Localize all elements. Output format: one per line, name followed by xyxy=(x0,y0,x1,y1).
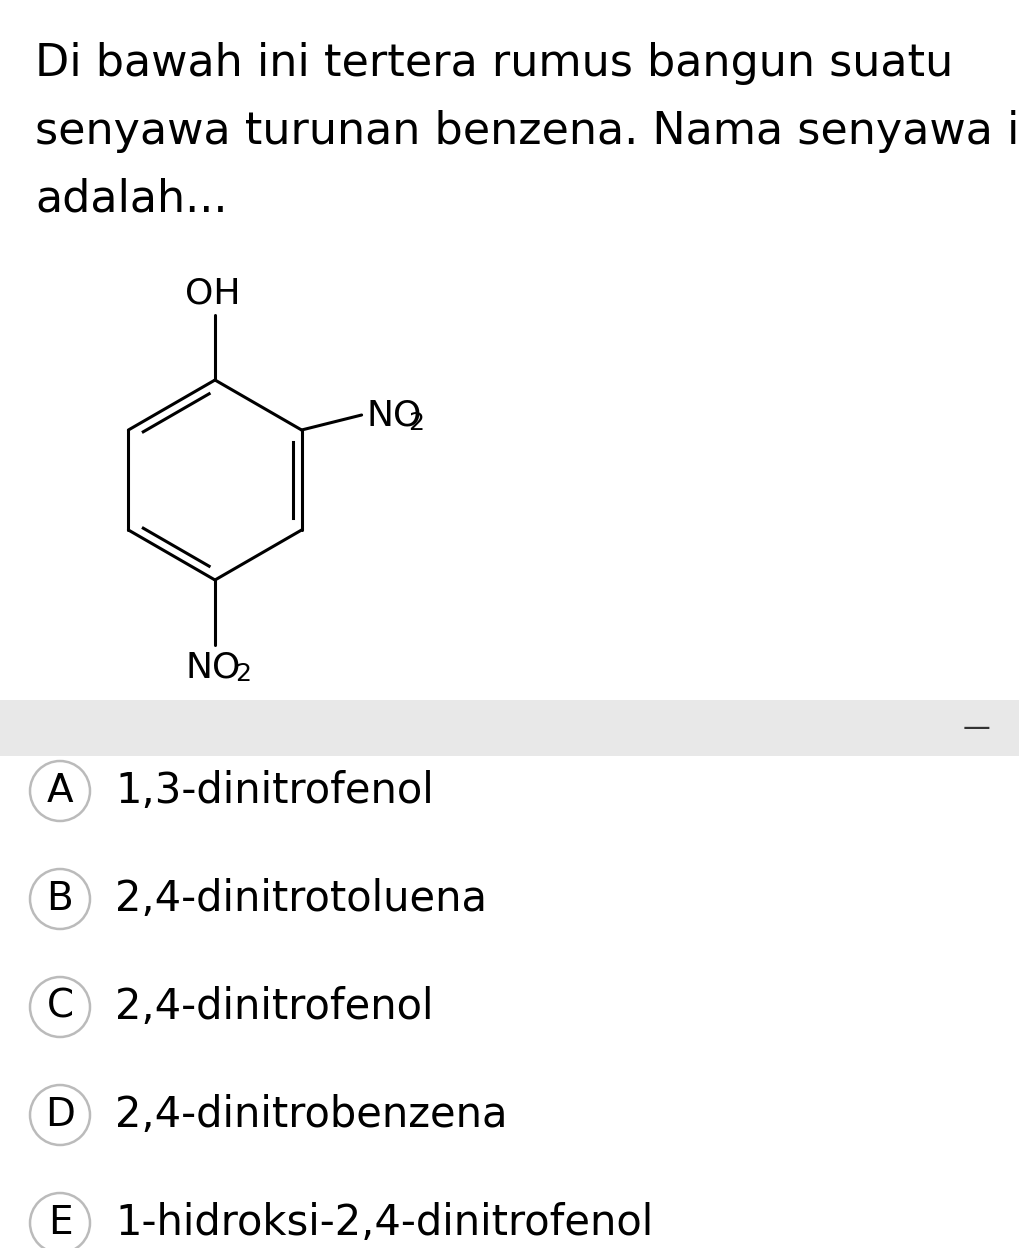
Text: B: B xyxy=(47,880,73,919)
Text: senyawa turunan benzena. Nama senyawa itu: senyawa turunan benzena. Nama senyawa it… xyxy=(35,110,1019,154)
Ellipse shape xyxy=(30,977,90,1037)
Ellipse shape xyxy=(30,869,90,929)
Text: 2,4-dinitrobenzena: 2,4-dinitrobenzena xyxy=(115,1094,507,1136)
Bar xyxy=(0,700,1019,756)
Text: Di bawah ini tertera rumus bangun suatu: Di bawah ini tertera rumus bangun suatu xyxy=(35,42,953,85)
Text: A: A xyxy=(47,773,73,810)
Text: 1-hidroksi-2,4-dinitrofenol: 1-hidroksi-2,4-dinitrofenol xyxy=(115,1202,652,1244)
Text: 2,4-dinitrofenol: 2,4-dinitrofenol xyxy=(115,986,433,1028)
Text: NO: NO xyxy=(185,650,240,684)
Text: —: — xyxy=(961,714,989,743)
Text: 2: 2 xyxy=(234,661,251,686)
Text: C: C xyxy=(47,988,73,1026)
Text: adalah...: adalah... xyxy=(35,178,227,221)
Text: NO: NO xyxy=(366,398,422,432)
Text: E: E xyxy=(48,1204,72,1242)
Ellipse shape xyxy=(30,1193,90,1248)
Text: 2,4-dinitrotoluena: 2,4-dinitrotoluena xyxy=(115,879,486,920)
Text: OH: OH xyxy=(185,276,240,310)
Text: 2: 2 xyxy=(409,411,424,436)
Ellipse shape xyxy=(30,761,90,821)
Ellipse shape xyxy=(30,1085,90,1144)
Text: 1,3-dinitrofenol: 1,3-dinitrofenol xyxy=(115,770,433,812)
Text: D: D xyxy=(45,1096,74,1134)
